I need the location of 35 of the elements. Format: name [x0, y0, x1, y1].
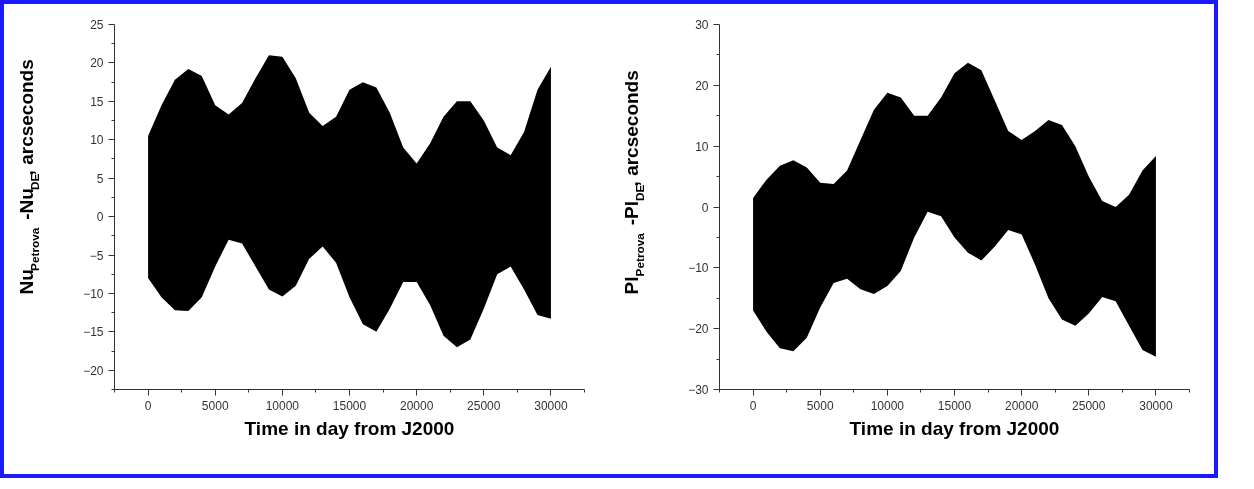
x-tick-label: 5000 [201, 398, 229, 413]
y-tick-label: 20 [695, 78, 709, 93]
y-tick-label: −20 [83, 363, 104, 378]
y-axis-title: NuPetrova-NuDE, arcseconds [15, 59, 42, 295]
y-tick-label: −15 [83, 325, 104, 340]
y-tick-label: 0 [96, 210, 104, 225]
y-tick-label: 10 [90, 133, 104, 148]
y-tick-label: 30 [695, 18, 709, 32]
y-axis-title: PlPetrova-PlDE, arcseconds [620, 70, 647, 295]
x-axis-title: Time in day from J2000 [849, 417, 1060, 439]
y-tick-label: 25 [90, 18, 104, 32]
x-tick-label: 20000 [399, 398, 434, 413]
x-tick-label: 0 [144, 398, 152, 413]
y-tick-label: −10 [83, 286, 104, 301]
x-tick-label: 25000 [467, 398, 501, 413]
x-tick-label: 30000 [1139, 398, 1173, 413]
y-tick-label: −10 [688, 261, 709, 276]
x-tick-label: 15000 [937, 398, 972, 413]
x-tick-label: 20000 [1004, 398, 1039, 413]
x-tick-label: 30000 [534, 398, 568, 413]
y-tick-label: −30 [688, 383, 709, 397]
y-tick-label: 20 [90, 56, 104, 71]
y-tick-label: −5 [89, 248, 104, 263]
x-tick-label: 10000 [265, 398, 300, 413]
x-tick-label: 25000 [1072, 398, 1106, 413]
y-tick-label: 10 [695, 139, 709, 154]
x-tick-label: 10000 [870, 398, 905, 413]
y-tick-label: 0 [701, 200, 709, 215]
x-tick-label: 15000 [332, 398, 367, 413]
y-tick-label: −20 [688, 322, 709, 337]
x-tick-label: 5000 [806, 398, 834, 413]
y-tick-label: 5 [96, 171, 104, 186]
x-tick-label: 0 [749, 398, 757, 413]
y-tick-label: 15 [90, 94, 104, 109]
x-axis-title: Time in day from J2000 [244, 417, 455, 439]
